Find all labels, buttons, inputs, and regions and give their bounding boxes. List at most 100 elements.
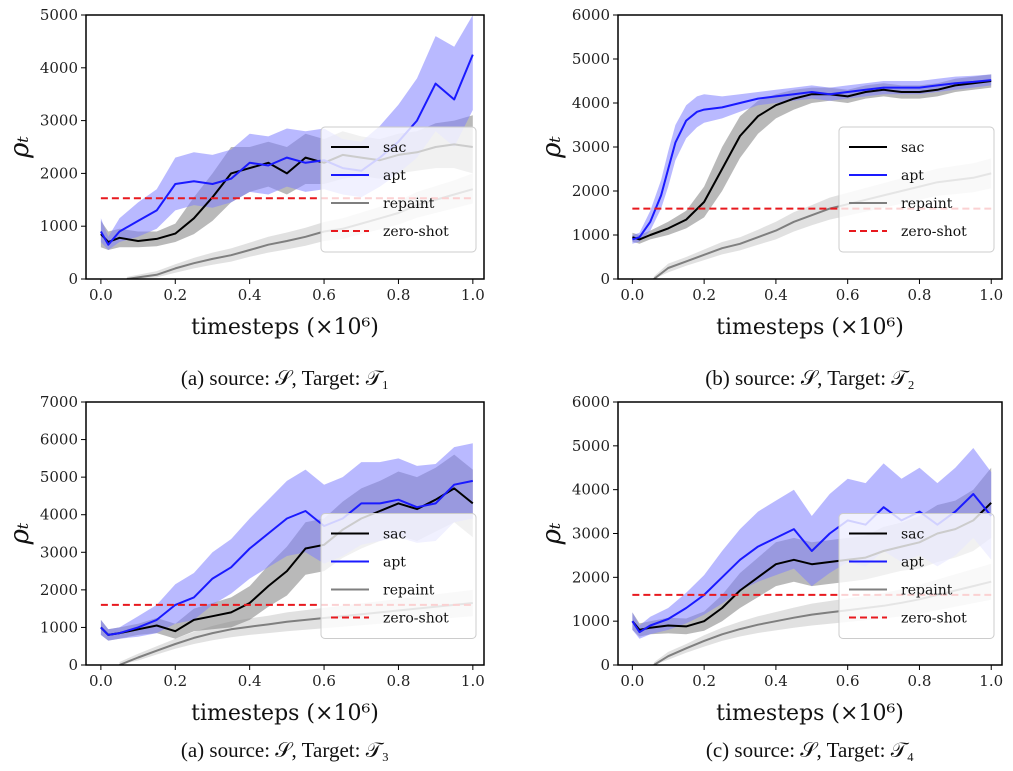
legend-label-apt: apt	[901, 555, 924, 571]
apt-confidence-band	[100, 15, 473, 250]
legend-label-repaint: repaint	[383, 196, 435, 212]
y-tick-label: 2000	[40, 581, 78, 599]
legend: sac apt repaint zero-shot	[320, 126, 477, 253]
x-tick-label: 0.2	[692, 286, 716, 304]
x-tick-label: 0.2	[163, 286, 187, 304]
y-tick-label: 5000	[572, 50, 610, 68]
y-tick-label: 2000	[572, 568, 610, 586]
y-tick-label: 3000	[40, 543, 78, 561]
x-tick-label: 0.2	[692, 672, 716, 690]
x-tick-label: 0.2	[163, 672, 187, 690]
legend-box	[838, 513, 995, 639]
x-tick-label: 1.0	[979, 286, 1003, 304]
y-tick-label: 4000	[40, 59, 78, 77]
chart-panel-4: 0.0 0.2 0.4 0.6 0.8 1.0 0 1000 2000 3000 4000 5000 6…	[537, 393, 1003, 762]
y-tick-label: 5000	[40, 6, 78, 24]
x-tick-label: 0.8	[908, 672, 932, 690]
x-tick-label: 0.0	[89, 672, 113, 690]
y-tick-label: 0	[600, 656, 610, 674]
x-tick-label: 0.0	[620, 286, 644, 304]
legend-label-zero-shot: zero-shot	[901, 224, 967, 240]
x-tick-label: 0.6	[312, 286, 336, 304]
legend-label-sac: sac	[901, 140, 925, 156]
apt-confidence-band	[100, 443, 473, 641]
x-tick-label: 0.0	[620, 672, 644, 690]
x-tick-label: 1.0	[979, 672, 1003, 690]
y-tick-label: 6000	[572, 6, 610, 24]
x-tick-label: 0.4	[238, 672, 262, 690]
x-tick-label: 0.8	[908, 286, 932, 304]
y-tick-label: 3000	[572, 525, 610, 543]
chart-panel-2: 0.0 0.2 0.4 0.6 0.8 1.0 0 1000 2000 3000 4000 5000 6…	[537, 6, 1003, 390]
legend-label-sac: sac	[901, 527, 925, 543]
y-tick-label: 5000	[572, 437, 610, 455]
sac-confidence-band	[632, 74, 992, 244]
x-axis-label: timesteps (×10⁶)	[716, 315, 904, 340]
legend-label-repaint: repaint	[383, 583, 435, 599]
y-tick-label: 2000	[40, 164, 78, 182]
apt-line	[632, 79, 992, 241]
y-axis-label: ρₜ	[5, 522, 35, 545]
x-tick-label: 0.6	[836, 286, 860, 304]
apt-confidence-band	[632, 74, 992, 244]
y-tick-label: 6000	[40, 431, 78, 449]
legend-label-sac: sac	[383, 527, 407, 543]
figure-caption: (a) source: 𝒮, Target: 𝒯₁	[181, 366, 389, 390]
legend-box	[320, 513, 477, 639]
y-tick-label: 3000	[572, 138, 610, 156]
x-axis-label: timesteps (×10⁶)	[716, 701, 904, 726]
legend-label-apt: apt	[901, 168, 924, 184]
y-tick-label: 1000	[572, 612, 610, 630]
figure-caption: (b) source: 𝒮, Target: 𝒯₂	[705, 366, 914, 390]
legend-label-zero-shot: zero-shot	[383, 611, 449, 627]
y-tick-label: 1000	[40, 217, 78, 235]
legend-label-apt: apt	[383, 555, 406, 571]
apt-confidence-band	[632, 448, 992, 639]
figure-caption: (a) source: 𝒮, Target: 𝒯₃	[181, 738, 389, 762]
chart-panel-3: 0.0 0.2 0.4 0.6 0.8 1.0 0 1000 2000 3000 4000 5000 6…	[5, 393, 485, 762]
x-tick-label: 0.6	[836, 672, 860, 690]
axes-frame	[85, 401, 485, 666]
y-tick-label: 0	[600, 270, 610, 288]
figure-caption: (c) source: 𝒮, Target: 𝒯₄	[706, 738, 914, 762]
sac-line	[632, 80, 992, 241]
x-tick-label: 0.4	[764, 286, 788, 304]
y-tick-label: 4000	[572, 481, 610, 499]
legend-box	[320, 126, 477, 253]
legend-label-zero-shot: zero-shot	[901, 611, 967, 627]
y-tick-label: 7000	[40, 393, 78, 411]
y-tick-label: 0	[68, 270, 78, 288]
legend-label-repaint: repaint	[901, 196, 953, 212]
axes-frame	[85, 14, 485, 280]
y-axis-label: ρₜ	[537, 522, 567, 545]
legend-label-sac: sac	[383, 140, 407, 156]
repaint-confidence-band	[126, 173, 473, 279]
x-tick-label: 1.0	[461, 672, 485, 690]
y-tick-label: 4000	[40, 506, 78, 524]
y-tick-label: 1000	[572, 226, 610, 244]
x-tick-label: 0.0	[89, 286, 113, 304]
y-tick-label: 2000	[572, 182, 610, 200]
x-tick-label: 0.4	[238, 286, 262, 304]
y-tick-label: 5000	[40, 468, 78, 486]
x-tick-label: 1.0	[461, 286, 485, 304]
y-tick-label: 1000	[40, 618, 78, 636]
y-tick-label: 6000	[572, 393, 610, 411]
legend: sac apt repaint zero-shot	[838, 126, 995, 253]
legend: sac apt repaint zero-shot	[320, 513, 477, 639]
x-tick-label: 0.8	[387, 672, 411, 690]
y-tick-label: 3000	[40, 112, 78, 130]
x-tick-label: 0.6	[312, 672, 336, 690]
x-tick-label: 0.4	[764, 672, 788, 690]
y-tick-label: 0	[68, 656, 78, 674]
legend-box	[838, 126, 995, 253]
chart-panel-1: 0.0 0.2 0.4 0.6 0.8 1.0 0 1000 2000 3000 4000 5000 t…	[5, 6, 485, 390]
y-axis-label: ρₜ	[537, 136, 567, 159]
legend-label-repaint: repaint	[901, 583, 953, 599]
x-axis-label: timesteps (×10⁶)	[191, 315, 379, 340]
sac-line	[100, 487, 474, 636]
legend: sac apt repaint zero-shot	[838, 513, 995, 639]
x-tick-label: 0.8	[387, 286, 411, 304]
apt-line	[100, 479, 474, 636]
